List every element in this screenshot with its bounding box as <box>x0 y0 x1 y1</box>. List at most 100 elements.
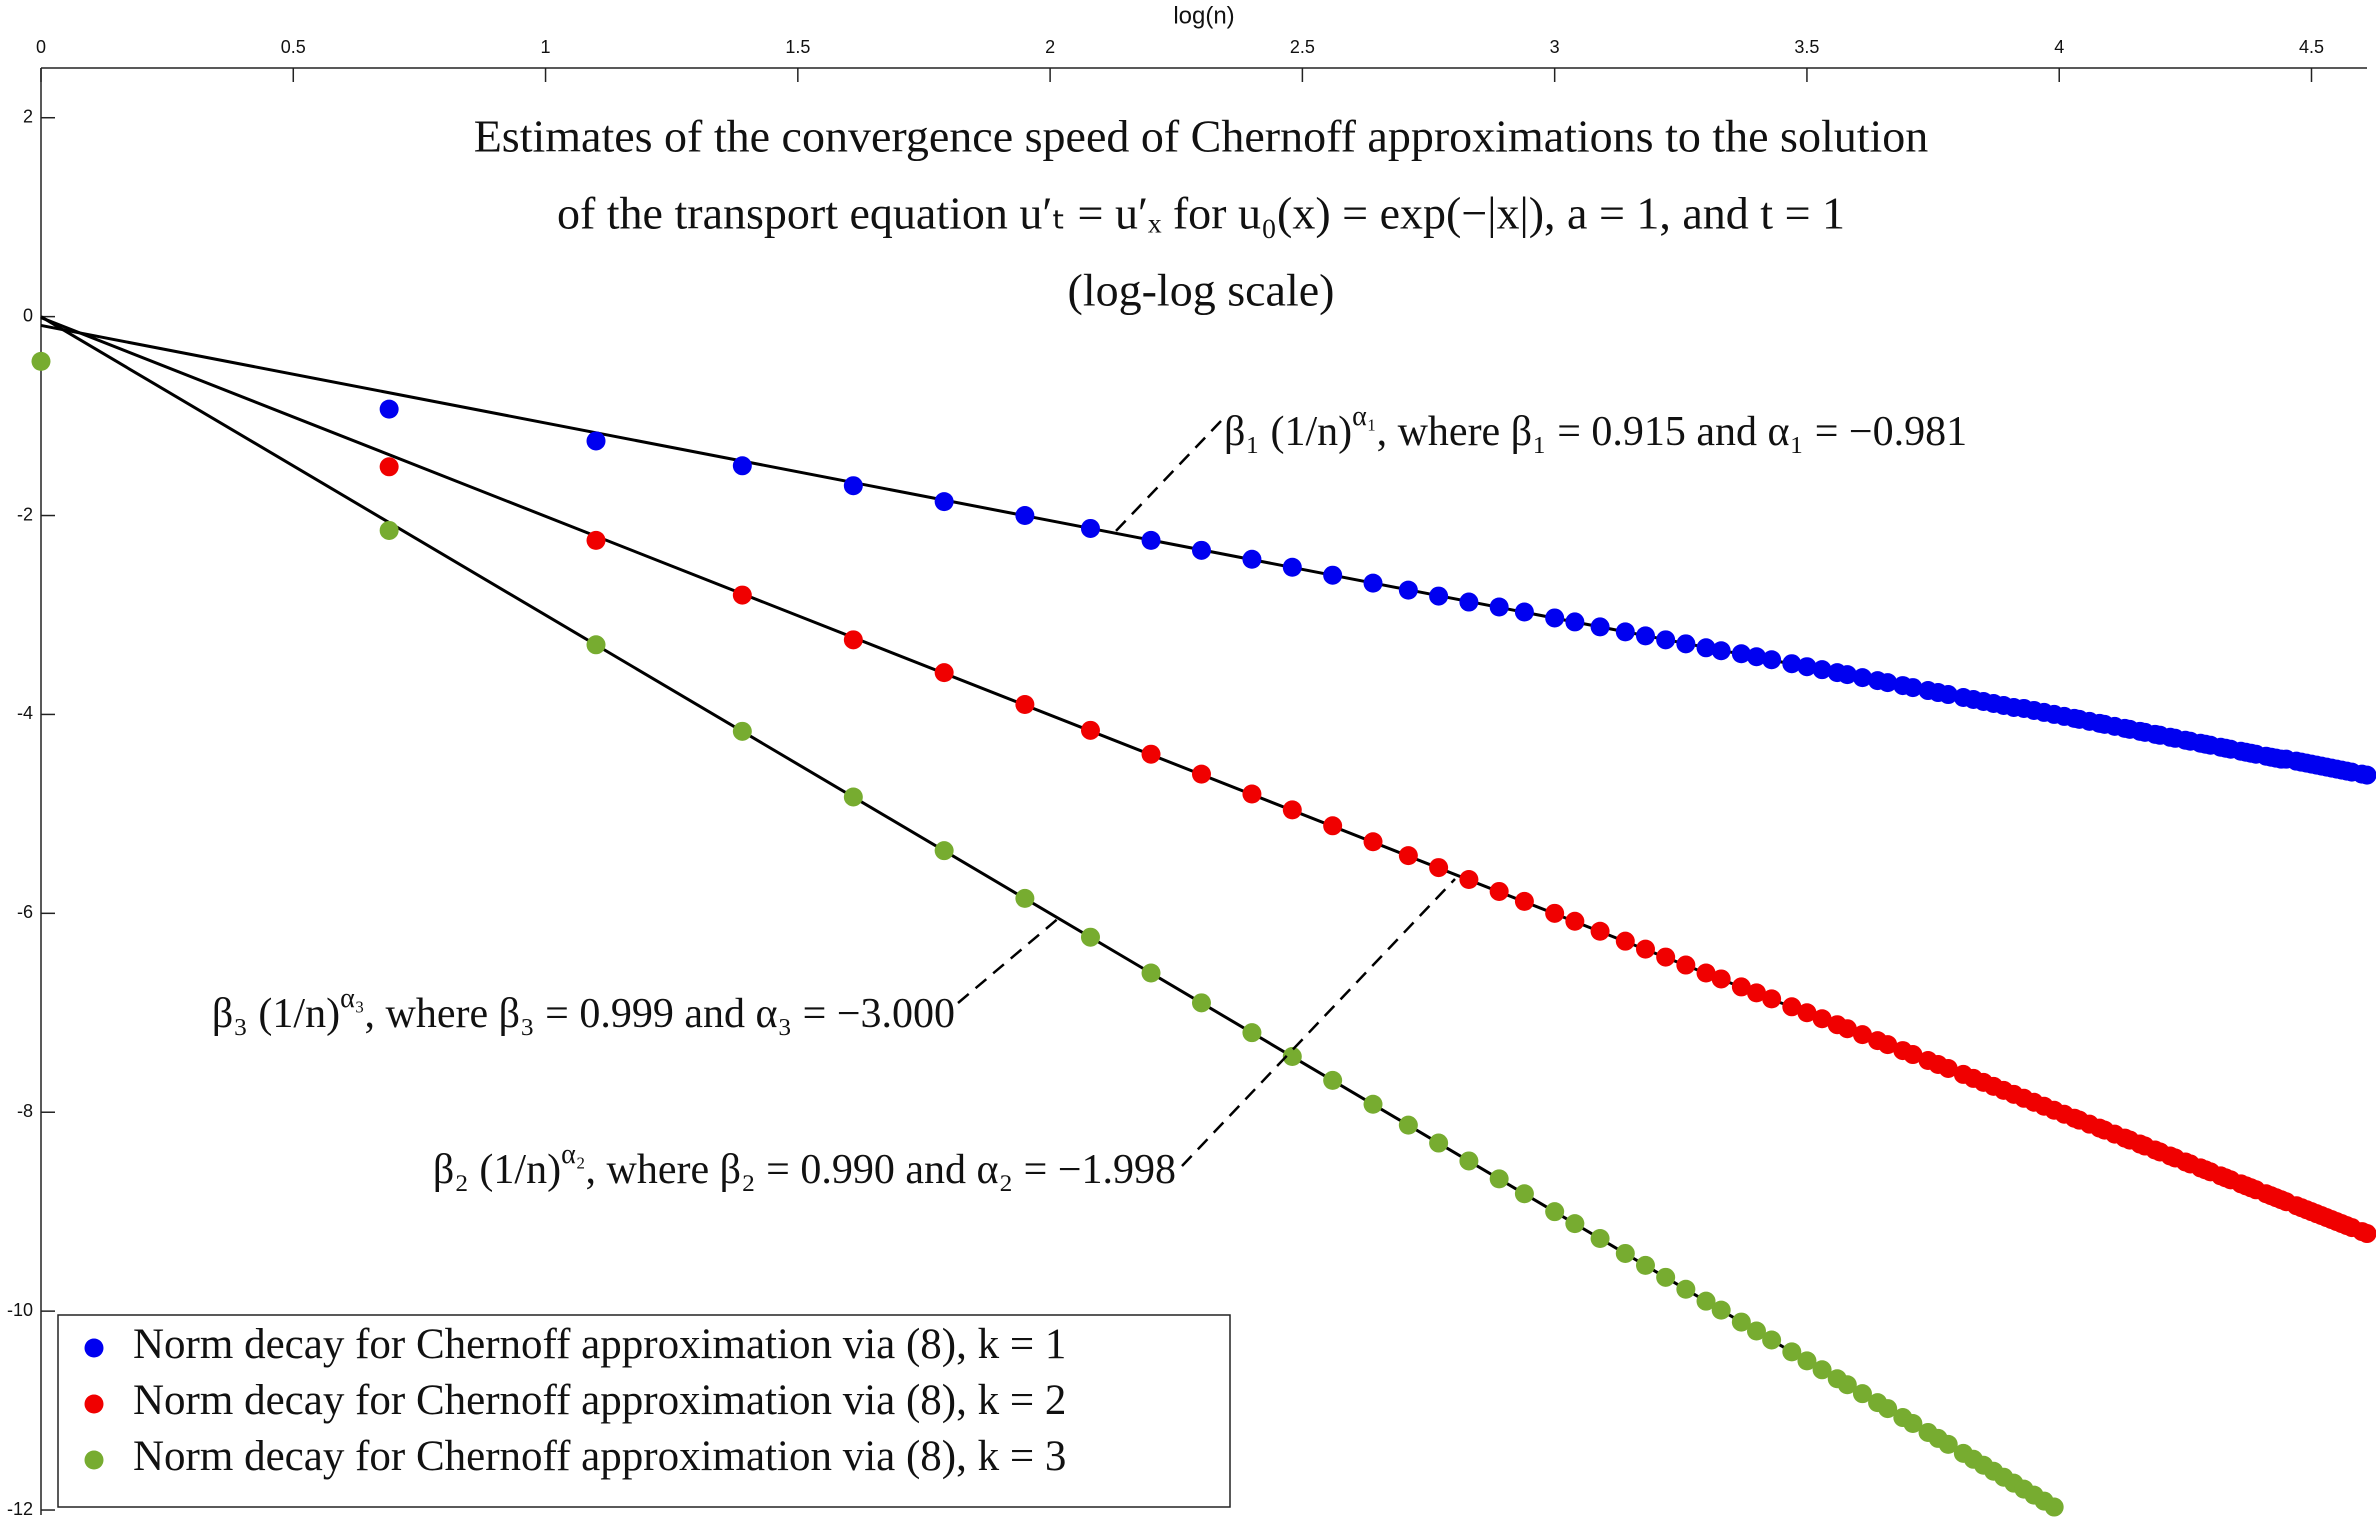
chart-title: of the transport equation u′ₜ = u′ₓ for … <box>557 188 1845 239</box>
data-point <box>1191 764 1211 784</box>
x-tick-label: 3 <box>1550 37 1560 57</box>
data-point <box>1545 608 1565 628</box>
data-point <box>1837 1375 1857 1395</box>
data-point <box>1015 506 1035 526</box>
x-tick-label: 1 <box>541 37 551 57</box>
data-point <box>1489 881 1509 901</box>
data-point <box>843 787 863 807</box>
data-point <box>1514 602 1534 622</box>
y-tick-label: -8 <box>17 1101 33 1121</box>
data-point <box>1429 1133 1449 1153</box>
data-point <box>843 630 863 650</box>
data-point <box>1015 888 1035 908</box>
annotation: β₃ (1/n)α₃, where β₃ = 0.999 and α₃ = −3… <box>212 983 955 1036</box>
data-point <box>1141 530 1161 550</box>
data-point <box>379 457 399 477</box>
annotation-alpha: −3.000 <box>837 991 955 1037</box>
data-point <box>1565 911 1585 931</box>
data-point <box>1514 891 1534 911</box>
data-point <box>1282 557 1302 577</box>
data-point <box>1141 744 1161 764</box>
data-point <box>1015 694 1035 714</box>
annotation-and: and α₂ = <box>895 1147 1058 1193</box>
data-point <box>1812 660 1832 680</box>
data-point <box>1398 1115 1418 1135</box>
annotation-beta: 0.999 <box>579 991 674 1037</box>
data-point <box>1459 592 1479 612</box>
data-point <box>1711 1300 1731 1320</box>
data-point <box>732 585 752 605</box>
data-point <box>732 721 752 741</box>
data-point <box>1080 720 1100 740</box>
data-point <box>379 520 399 540</box>
data-point <box>1782 997 1802 1017</box>
data-point <box>1635 939 1655 959</box>
annotation-beta: 0.915 <box>1591 409 1686 455</box>
x-tick-label: 3.5 <box>1794 37 1819 57</box>
annotation: β₁ (1/n)α₁, where β₁ = 0.915 and α₁ = −0… <box>1224 401 1967 454</box>
data-point <box>1731 1312 1751 1332</box>
annotation-alpha: −0.981 <box>1849 409 1967 455</box>
data-point <box>1852 1384 1872 1404</box>
y-tick-label: 0 <box>23 305 33 325</box>
data-point <box>1615 1243 1635 1263</box>
annotation-term: β₃ (1/n) <box>212 991 340 1037</box>
data-point <box>1903 1414 1923 1434</box>
data-point <box>1545 1202 1565 1222</box>
y-tick-label: -4 <box>17 703 33 723</box>
data-point <box>1711 641 1731 661</box>
data-point <box>1656 947 1676 967</box>
legend-label: Norm decay for Chernoff approximation vi… <box>133 1433 1066 1480</box>
data-point <box>1903 1045 1923 1065</box>
annotation-power: α₁ <box>1352 401 1376 432</box>
x-tick-label: 2.5 <box>1290 37 1315 57</box>
legend-marker <box>84 1394 104 1414</box>
data-point <box>1363 573 1383 593</box>
data-point <box>1746 983 1766 1003</box>
data-point <box>1242 784 1262 804</box>
x-tick-label: 0.5 <box>281 37 306 57</box>
data-point <box>1615 931 1635 951</box>
data-point <box>586 635 606 655</box>
data-point <box>1812 1360 1832 1380</box>
data-point <box>1762 650 1782 670</box>
data-point <box>1635 1255 1655 1275</box>
data-point <box>1676 1279 1696 1299</box>
legend-label: Norm decay for Chernoff approximation vi… <box>133 1321 1066 1368</box>
data-point <box>2357 765 2376 785</box>
data-point <box>1282 1047 1302 1067</box>
data-point <box>1676 955 1696 975</box>
data-point <box>1545 903 1565 923</box>
legend-marker <box>84 1338 104 1358</box>
data-point <box>1363 832 1383 852</box>
y-tick-label: 2 <box>23 106 33 126</box>
legend-label: Norm decay for Chernoff approximation vi… <box>133 1377 1066 1424</box>
data-point <box>1938 1434 1958 1454</box>
y-tick-label: -12 <box>7 1499 33 1519</box>
data-point <box>1514 1184 1534 1204</box>
data-point <box>1938 1058 1958 1078</box>
data-point <box>1398 846 1418 866</box>
data-point <box>1711 969 1731 989</box>
data-point <box>1459 1151 1479 1171</box>
data-point <box>1812 1009 1832 1029</box>
data-point <box>1242 1023 1262 1043</box>
annotation-where: , where β₂ = <box>586 1147 801 1193</box>
data-point <box>1590 921 1610 941</box>
data-point <box>1080 518 1100 538</box>
data-point <box>1656 1267 1676 1287</box>
x-tick-label: 0 <box>36 37 46 57</box>
data-point <box>1696 963 1716 983</box>
data-point <box>732 456 752 476</box>
data-point <box>934 841 954 861</box>
data-point <box>1323 565 1343 585</box>
annotation-and: and α₃ = <box>674 991 837 1037</box>
data-point <box>379 399 399 419</box>
data-point <box>1191 993 1211 1013</box>
data-point <box>1731 644 1751 664</box>
data-point <box>1676 634 1696 654</box>
data-point <box>843 476 863 496</box>
data-point <box>1323 816 1343 836</box>
data-point <box>1762 1330 1782 1350</box>
data-point <box>1797 657 1817 677</box>
